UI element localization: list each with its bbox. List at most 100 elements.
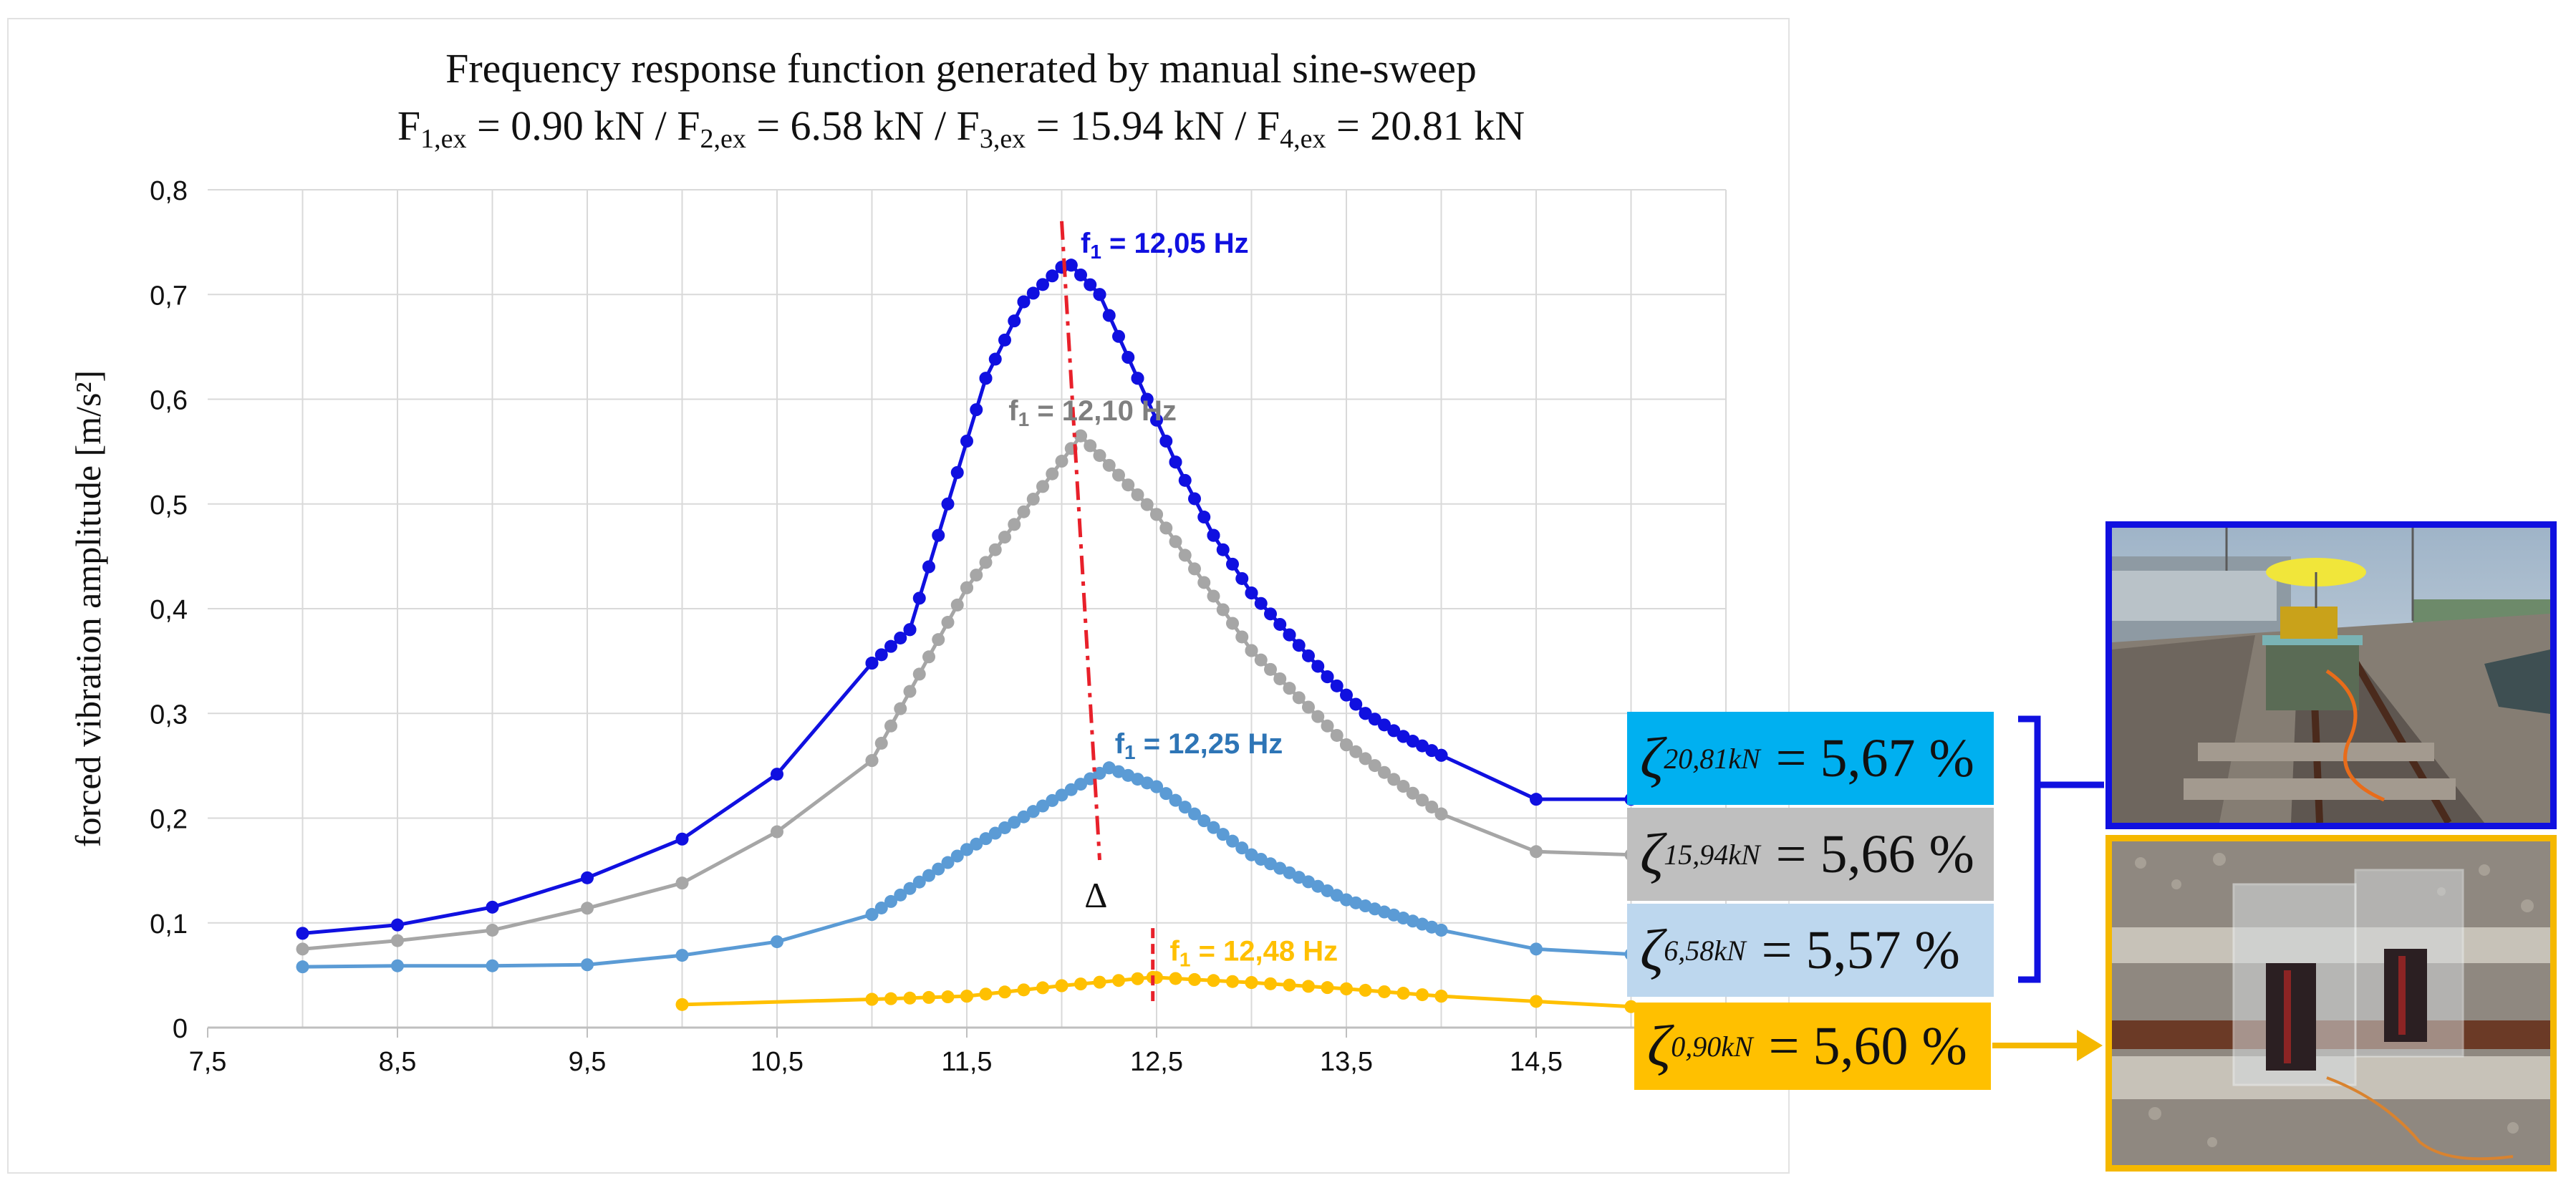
data-point — [1159, 435, 1173, 448]
y-tick-label: 0,2 — [150, 805, 188, 835]
data-point — [894, 631, 907, 644]
data-point — [1102, 309, 1116, 322]
data-point — [874, 736, 888, 750]
subtitle-subscript: 3,ex — [980, 124, 1026, 154]
data-point — [1359, 707, 1372, 720]
data-point — [1349, 697, 1363, 711]
damping-subscript: 15,94kN — [1664, 838, 1760, 871]
data-point — [1245, 644, 1258, 657]
subtitle-subscript: 2,ex — [700, 124, 746, 154]
delta-label: Δ — [1084, 875, 1107, 915]
data-point — [970, 403, 983, 417]
data-point — [1140, 498, 1154, 511]
data-point — [988, 543, 1002, 556]
annotation-symbol: f — [1170, 935, 1180, 967]
data-point — [1387, 773, 1401, 786]
data-point — [912, 667, 926, 681]
y-tick-label: 0,5 — [150, 491, 188, 521]
subtitle-text: = 15.94 kN / F — [1026, 102, 1280, 149]
data-point — [1055, 979, 1068, 992]
data-point — [1416, 793, 1429, 807]
y-tick-label: 0,8 — [150, 176, 188, 206]
data-point — [1178, 549, 1192, 562]
data-point — [391, 934, 404, 947]
data-point — [1121, 478, 1135, 492]
x-tick-label: 14,5 — [1510, 1047, 1563, 1077]
data-point — [1055, 788, 1068, 802]
data-point — [932, 528, 945, 542]
subtitle-text: = 0.90 kN / F — [467, 102, 700, 149]
data-point — [865, 992, 879, 1006]
data-point — [1302, 980, 1315, 993]
data-point — [1102, 458, 1116, 472]
damping-subscript: 6,58kN — [1664, 934, 1746, 967]
data-point — [1264, 977, 1277, 990]
data-point — [1036, 278, 1049, 291]
data-point — [932, 633, 945, 647]
data-point — [1084, 439, 1097, 453]
data-point — [1046, 269, 1059, 283]
data-point — [912, 875, 926, 889]
x-tick-label: 12,5 — [1130, 1047, 1183, 1077]
data-point — [922, 560, 935, 574]
zeta-symbol: ζ — [1640, 725, 1664, 791]
data-point — [1207, 974, 1220, 987]
data-point — [1169, 455, 1182, 469]
data-point — [1017, 505, 1031, 518]
data-point — [1131, 372, 1144, 385]
data-point — [1530, 845, 1543, 859]
damping-ratio-box-15-94kn: ζ 15,94kN = 5,66 % — [1627, 808, 1994, 901]
data-point — [1064, 259, 1078, 272]
damping-subscript: 0,90kN — [1671, 1030, 1753, 1063]
data-point — [1093, 766, 1106, 780]
data-point — [1197, 576, 1211, 589]
data-point — [922, 990, 935, 1004]
damping-ratio-box-6-58kn: ζ 6,58kN = 5,57 % — [1627, 904, 1994, 997]
data-point — [874, 648, 888, 662]
data-point — [1283, 682, 1296, 695]
annotation-value: = 12,10 Hz — [1029, 395, 1177, 427]
axes: 00,10,20,30,40,50,60,70,87,5 8,5 9,5 10,5 11… — [68, 176, 1726, 1077]
data-point — [1425, 800, 1439, 813]
data-point — [1434, 807, 1448, 821]
data-point — [1207, 821, 1220, 834]
data-point — [1406, 786, 1419, 800]
data-point — [1226, 617, 1239, 630]
data-point — [675, 998, 689, 1011]
data-point — [391, 959, 404, 972]
data-point — [894, 702, 907, 715]
data-point — [1074, 778, 1087, 791]
data-point — [1093, 449, 1106, 463]
data-point — [581, 902, 594, 915]
data-point — [970, 569, 983, 582]
data-point — [296, 960, 309, 974]
chart-title: Frequency response function generated by… — [445, 45, 1477, 92]
data-point — [1159, 521, 1173, 535]
data-point — [771, 768, 783, 781]
data-point — [988, 826, 1002, 840]
data-point — [865, 908, 879, 922]
data-point — [1235, 571, 1249, 585]
data-point — [970, 837, 983, 851]
shaker-photo-illustration — [2112, 528, 2550, 823]
data-point — [1368, 759, 1381, 773]
data-point — [932, 862, 945, 876]
subtitle-text: = 6.58 kN / F — [746, 102, 980, 149]
data-point — [1207, 589, 1220, 603]
data-point — [1008, 314, 1021, 328]
data-point — [296, 942, 309, 956]
damping-value: = 5,66 % — [1775, 823, 1974, 884]
annotation-symbol: f — [1081, 228, 1091, 259]
data-point — [884, 719, 897, 733]
data-point — [960, 843, 973, 856]
subtitle-subscript: 1,ex — [420, 124, 466, 154]
data-point — [1340, 688, 1353, 702]
frequency-annotation: f1 = 12,25 Hz — [1115, 728, 1283, 763]
data-point — [1340, 738, 1353, 752]
chart-subtitle: F1,ex = 0.90 kN / F2,ex = 6.58 kN / F3,e… — [397, 102, 1525, 154]
data-point — [1254, 653, 1268, 667]
x-tick-label: 9,5 — [569, 1047, 607, 1077]
data-point — [1321, 981, 1334, 995]
data-point — [1378, 985, 1391, 998]
data-point — [1359, 752, 1372, 765]
